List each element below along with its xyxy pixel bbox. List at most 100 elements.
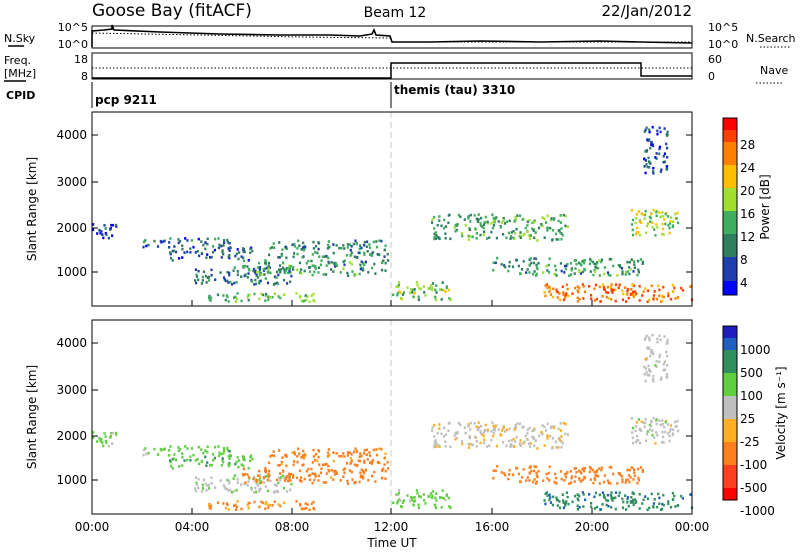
power-cell bbox=[300, 268, 303, 271]
power-cell bbox=[576, 296, 579, 300]
velocity-cell bbox=[492, 427, 495, 431]
power-cell bbox=[204, 247, 207, 251]
velocity-cell bbox=[258, 469, 261, 473]
power-cell bbox=[551, 295, 554, 299]
power-cell bbox=[531, 221, 534, 225]
power-cell bbox=[291, 243, 294, 246]
power-cell bbox=[255, 282, 258, 286]
velocity-cell bbox=[330, 476, 333, 479]
power-cell bbox=[469, 220, 472, 223]
velocity-cell bbox=[646, 508, 649, 512]
power-cell bbox=[423, 291, 426, 294]
velocity-cell bbox=[647, 347, 650, 351]
power-cell bbox=[577, 290, 580, 294]
power-cell bbox=[222, 294, 225, 297]
velocity-cell bbox=[560, 435, 563, 438]
power-cell bbox=[115, 223, 118, 227]
velocity-cell bbox=[293, 450, 296, 454]
velocity-cell bbox=[396, 501, 399, 505]
velocity-cell bbox=[669, 424, 673, 427]
velocity-cell bbox=[631, 491, 634, 495]
velocity-cell bbox=[171, 467, 174, 470]
velocity-cell bbox=[208, 504, 211, 507]
velocity-cell bbox=[642, 498, 645, 502]
velocity-cell bbox=[546, 422, 549, 426]
power-cell bbox=[398, 290, 401, 293]
power-cell bbox=[467, 234, 470, 238]
velocity-cell bbox=[610, 466, 613, 469]
velocity-cell bbox=[208, 506, 211, 510]
power-cell bbox=[589, 270, 592, 273]
power-cell bbox=[102, 236, 105, 240]
power-cell bbox=[235, 280, 238, 284]
power-cell bbox=[505, 220, 509, 224]
velocity-cell bbox=[342, 468, 345, 472]
power-cell bbox=[409, 288, 413, 291]
velocity-cell bbox=[255, 480, 258, 484]
power-cell bbox=[573, 259, 576, 262]
power-cell bbox=[526, 224, 529, 227]
velocity-cell bbox=[234, 462, 237, 466]
velocity-cell bbox=[626, 468, 629, 472]
power-cell bbox=[285, 269, 288, 272]
velocity-colorbar-swatch bbox=[723, 488, 737, 500]
power-cell bbox=[503, 222, 507, 225]
velocity-cell bbox=[453, 434, 456, 437]
power-cell bbox=[464, 223, 467, 227]
velocity-cell bbox=[663, 426, 666, 429]
power-cell bbox=[601, 283, 605, 286]
power-cell bbox=[661, 211, 664, 214]
velocity-cell bbox=[285, 475, 288, 478]
power-cell bbox=[220, 256, 223, 259]
power-cell bbox=[204, 241, 207, 244]
power-cell bbox=[295, 292, 298, 295]
power-cell bbox=[277, 256, 280, 259]
power-cell bbox=[643, 165, 646, 168]
power-cell bbox=[328, 245, 331, 249]
power-cell bbox=[288, 269, 291, 273]
velocity-cell bbox=[449, 506, 452, 510]
power-cell bbox=[486, 220, 489, 224]
velocity-colorbar-tick: -1000 bbox=[740, 504, 775, 518]
velocity-cell bbox=[398, 498, 401, 501]
power-cell bbox=[375, 245, 379, 249]
velocity-cell bbox=[646, 373, 649, 377]
power-cell bbox=[107, 236, 110, 240]
velocity-cell bbox=[335, 472, 338, 475]
power-cell bbox=[200, 251, 203, 255]
velocity-cell bbox=[579, 480, 582, 483]
velocity-cell bbox=[658, 502, 661, 505]
power-cell bbox=[206, 237, 209, 241]
velocity-cell bbox=[512, 437, 515, 441]
power-cell bbox=[656, 132, 659, 136]
velocity-cell bbox=[588, 470, 591, 474]
velocity-cell bbox=[667, 502, 670, 506]
power-cell bbox=[595, 262, 598, 266]
velocity-cell bbox=[501, 441, 505, 444]
power-cell bbox=[273, 246, 276, 250]
velocity-cell bbox=[625, 479, 628, 482]
velocity-cell bbox=[359, 452, 362, 455]
velocity-cell bbox=[346, 454, 349, 457]
power-scatter bbox=[92, 125, 694, 304]
velocity-cell bbox=[584, 498, 587, 502]
power-cell bbox=[610, 298, 613, 301]
velocity-cell bbox=[480, 424, 483, 428]
power-cell bbox=[626, 293, 629, 296]
velocity-cell bbox=[545, 472, 548, 476]
velocity-cell bbox=[314, 472, 317, 476]
power-cell bbox=[549, 288, 552, 291]
power-cell bbox=[362, 268, 365, 272]
power-cell bbox=[278, 256, 281, 259]
velocity-cell bbox=[580, 471, 583, 475]
power-cell bbox=[431, 282, 435, 285]
velocity-cell bbox=[469, 428, 472, 431]
power-cell bbox=[288, 264, 291, 268]
velocity-cell bbox=[383, 456, 386, 460]
velocity-cell bbox=[348, 451, 352, 454]
power-cell bbox=[668, 231, 671, 235]
velocity-cell bbox=[304, 453, 307, 457]
velocity-cell bbox=[198, 462, 201, 466]
power-cell bbox=[641, 260, 644, 264]
power-cell bbox=[532, 272, 535, 276]
